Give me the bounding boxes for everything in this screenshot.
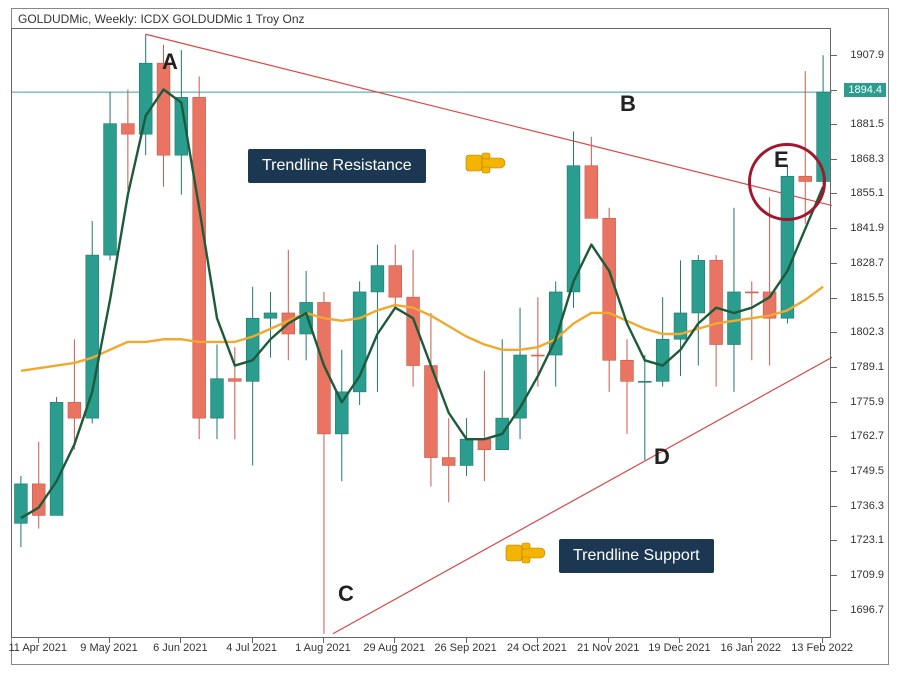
- y-tick-label: 1881.5: [850, 118, 884, 130]
- y-tick-label: 1815.5: [850, 292, 884, 304]
- support-label-box: Trendline Support: [559, 539, 714, 573]
- y-tick-label: 1736.3: [850, 500, 884, 512]
- y-tick-label: 1723.1: [850, 534, 884, 546]
- x-tick-label: 9 May 2021: [80, 642, 137, 654]
- chart-frame: GOLDUDMic, Weekly: ICDX GOLDUDMic 1 Troy…: [0, 0, 900, 673]
- current-price-badge: 1894.4: [844, 83, 886, 97]
- x-tick-label: 13 Feb 2022: [791, 642, 853, 654]
- x-tick-label: 6 Jun 2021: [153, 642, 207, 654]
- resistance-label-box: Trendline Resistance: [248, 149, 426, 183]
- chart-title: GOLDUDMic, Weekly: ICDX GOLDUDMic 1 Troy…: [18, 12, 305, 26]
- x-tick-label: 29 Aug 2021: [363, 642, 425, 654]
- highlight-circle: [748, 143, 826, 221]
- plot-area[interactable]: ABCDE Trendline Resistance Trendline Sup…: [11, 28, 831, 638]
- y-tick-label: 1762.7: [850, 430, 884, 442]
- y-tick-label: 1749.5: [850, 465, 884, 477]
- y-tick-label: 1709.9: [850, 569, 884, 581]
- x-tick-label: 1 Aug 2021: [295, 642, 351, 654]
- x-tick-label: 16 Jan 2022: [721, 642, 782, 654]
- y-tick-label: 1841.9: [850, 222, 884, 234]
- x-tick-label: 26 Sep 2021: [434, 642, 496, 654]
- svg-text:D: D: [654, 444, 670, 469]
- x-tick-label: 11 Apr 2021: [8, 642, 67, 654]
- y-tick-label: 1907.9: [850, 49, 884, 61]
- svg-text:A: A: [162, 49, 178, 74]
- y-tick-label: 1802.3: [850, 326, 884, 338]
- pointing-hand-icon: [504, 535, 550, 571]
- x-tick-label: 21 Nov 2021: [577, 642, 639, 654]
- x-axis: 11 Apr 2021 9 May 2021 6 Jun 2021 4 Jul 202…: [11, 640, 831, 664]
- x-tick-label: 4 Jul 2021: [226, 642, 277, 654]
- y-axis: 1907.9 1894.4 1881.5 1868.3 1855.1 1841.9 1828…: [832, 28, 888, 638]
- x-tick-label: 24 Oct 2021: [507, 642, 567, 654]
- x-tick-label: 19 Dec 2021: [648, 642, 710, 654]
- y-tick-label: 1868.3: [850, 153, 884, 165]
- y-tick-label: 1828.7: [850, 257, 884, 269]
- y-tick-label: 1855.1: [850, 187, 884, 199]
- y-tick-label: 1696.7: [850, 604, 884, 616]
- y-tick-label: 1789.1: [850, 361, 884, 373]
- y-tick-label: 1775.9: [850, 396, 884, 408]
- svg-text:B: B: [620, 91, 636, 116]
- svg-text:C: C: [338, 581, 354, 606]
- pointing-hand-icon: [464, 145, 510, 181]
